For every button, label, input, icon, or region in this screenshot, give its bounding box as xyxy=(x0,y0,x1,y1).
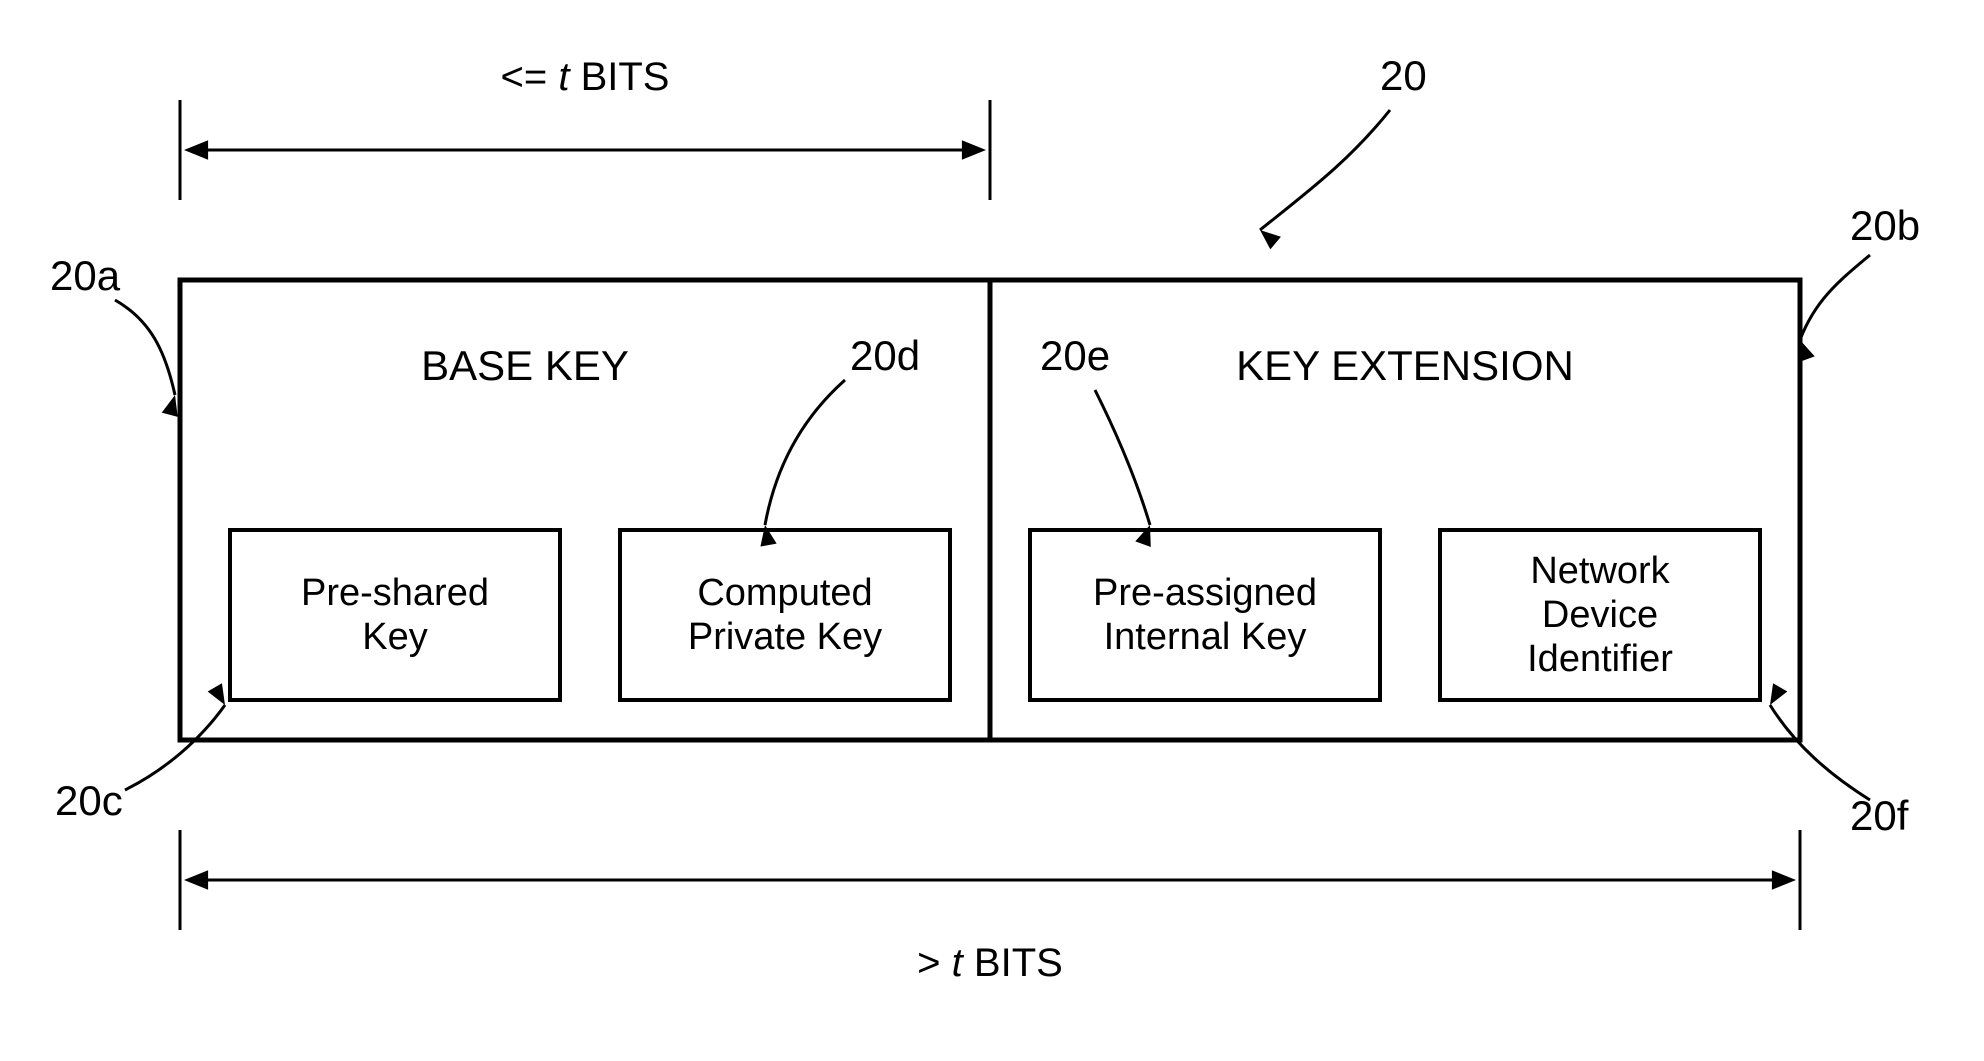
inner-box-cpk: ComputedPrivate Key xyxy=(620,530,950,700)
ref-20d: 20d xyxy=(760,332,920,547)
leader-line xyxy=(765,380,845,525)
inner-box-label: Pre-assigned xyxy=(1093,572,1317,614)
inner-box-ndi: NetworkDeviceIdentifier xyxy=(1440,530,1760,700)
inner-box-label: Private Key xyxy=(688,616,882,658)
ref-20e: 20e xyxy=(1040,332,1151,547)
inner-box-label: Network xyxy=(1530,550,1670,592)
ref-20: 20 xyxy=(1260,52,1427,249)
inner-box-psk: Pre-sharedKey xyxy=(230,530,560,700)
ref-label: 20e xyxy=(1040,332,1110,379)
leader-line xyxy=(1260,110,1390,230)
dimension-bottom: > t BITS xyxy=(180,830,1800,985)
ref-20a: 20a xyxy=(50,252,178,417)
leader-line xyxy=(1770,705,1870,800)
dimension-top-label: <= t BITS xyxy=(501,55,670,99)
ref-20f: 20f xyxy=(1770,683,1909,839)
inner-box-label: Device xyxy=(1542,594,1658,636)
ref-20b: 20b xyxy=(1799,202,1920,362)
inner-box-label: Pre-shared xyxy=(301,572,489,614)
inner-box-label: Internal Key xyxy=(1104,616,1307,658)
leader-line xyxy=(1095,390,1150,525)
ref-20c: 20c xyxy=(55,683,225,824)
ref-label: 20c xyxy=(55,777,123,824)
ref-label: 20 xyxy=(1380,52,1427,99)
inner-box-label: Computed xyxy=(697,572,872,614)
dimension-bottom-label: > t BITS xyxy=(917,941,1063,985)
dimension-top: <= t BITS xyxy=(180,55,990,200)
leader-line xyxy=(125,705,225,790)
leader-line xyxy=(115,300,175,395)
inner-box-paik: Pre-assignedInternal Key xyxy=(1030,530,1380,700)
leader-line xyxy=(1800,255,1870,340)
ref-label: 20b xyxy=(1850,202,1920,249)
section-title-right: KEY EXTENSION xyxy=(1236,342,1574,389)
section-title-left: BASE KEY xyxy=(421,342,629,389)
inner-box-label: Key xyxy=(362,616,427,658)
ref-label: 20f xyxy=(1850,792,1909,839)
ref-label: 20a xyxy=(50,252,121,299)
inner-box-label: Identifier xyxy=(1527,638,1673,680)
ref-label: 20d xyxy=(850,332,920,379)
